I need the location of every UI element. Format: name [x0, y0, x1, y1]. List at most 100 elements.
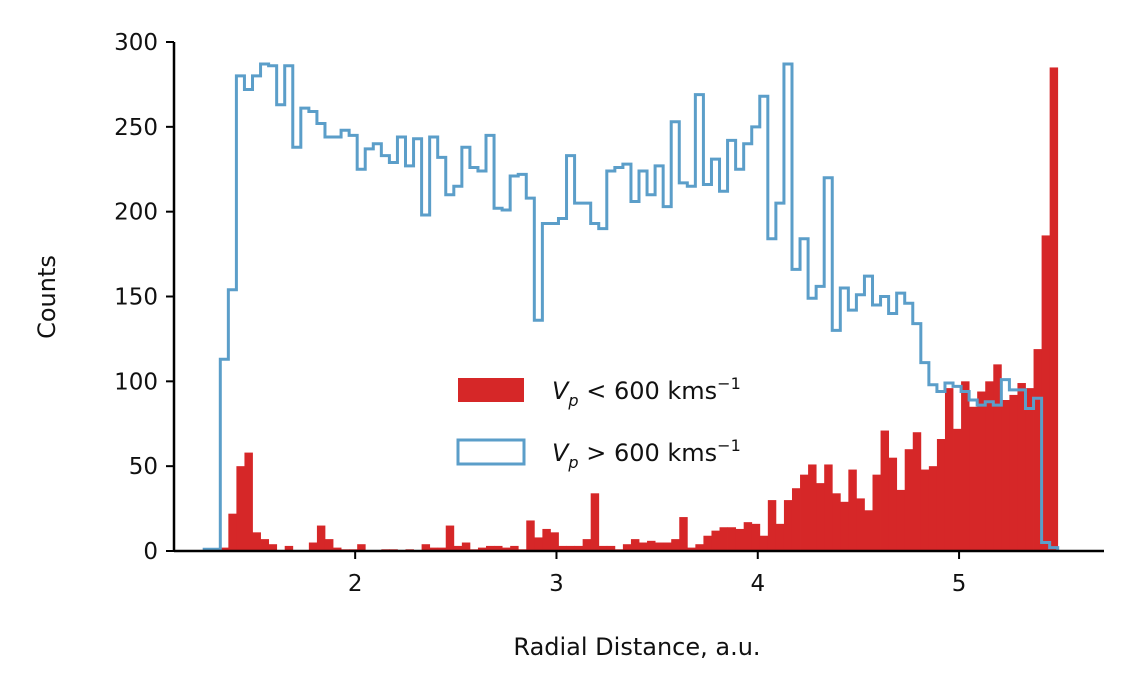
bar-red — [236, 466, 245, 551]
bar-red — [647, 540, 656, 551]
bar-red — [840, 501, 849, 551]
bar-red — [1009, 394, 1018, 551]
bar-red — [598, 545, 608, 551]
bar-red — [912, 432, 922, 551]
bar-red — [695, 544, 704, 551]
bar-red — [486, 545, 495, 551]
bar-red — [791, 488, 801, 551]
bar-red — [260, 539, 270, 551]
y-tick-label: 300 — [114, 30, 158, 56]
bar-red — [534, 537, 543, 551]
bar-red — [783, 500, 793, 551]
bar-red — [324, 539, 334, 551]
blue-step-outline — [202, 62, 1060, 551]
bar-red — [735, 528, 745, 551]
bar-red — [1041, 235, 1051, 552]
bar-red — [961, 381, 970, 551]
y-tick-label: 200 — [114, 200, 158, 226]
bar-red — [228, 513, 237, 551]
bar-red — [220, 547, 229, 551]
bar-red — [775, 523, 785, 551]
bar-red — [936, 439, 946, 551]
bar-red — [1017, 383, 1026, 551]
bar-red — [502, 547, 511, 551]
legend-label-red: Vp < 600 kms−1 — [552, 374, 741, 410]
bar-red — [816, 483, 825, 551]
bar-red — [888, 457, 898, 551]
bar-red — [622, 544, 632, 551]
bar-red — [953, 428, 962, 551]
bar-red — [864, 510, 873, 551]
bar-red — [808, 464, 817, 551]
x-axis-title: Radial Distance, a.u. — [513, 633, 760, 661]
y-tick-label: 250 — [114, 115, 158, 141]
x-ticks: 2 3 4 5 — [348, 551, 966, 597]
bar-red — [268, 544, 278, 551]
bar-red — [1049, 67, 1059, 551]
y-axis-title: Counts — [33, 255, 61, 339]
bar-red — [993, 364, 1002, 551]
legend-label-blue: Vp > 600 kms−1 — [552, 436, 741, 472]
bar-red — [421, 544, 431, 551]
bar-red — [904, 449, 914, 551]
legend-swatch-red — [458, 378, 524, 402]
bar-red — [333, 547, 342, 551]
bar-red — [429, 547, 439, 551]
bar-red — [461, 542, 471, 551]
bar-red — [1025, 388, 1034, 551]
bar-red — [880, 430, 890, 551]
bar-red — [316, 525, 326, 551]
y-tick-label: 50 — [129, 454, 158, 480]
bar-red — [574, 545, 584, 551]
x-tick-label: 2 — [348, 571, 363, 597]
bar-red — [985, 381, 994, 551]
bar-red — [896, 489, 906, 551]
bar-red — [824, 464, 833, 551]
bar-red — [928, 466, 938, 551]
bar-red — [566, 545, 575, 551]
bar-red — [639, 542, 648, 551]
y-tick-label: 150 — [114, 285, 158, 311]
bar-red — [510, 545, 519, 551]
bar-red — [969, 406, 978, 551]
bar-red — [872, 474, 881, 551]
bar-red — [590, 493, 600, 551]
bar-red — [751, 523, 761, 551]
bar-red — [727, 527, 737, 551]
bar-red — [244, 452, 253, 551]
bar-red — [558, 545, 567, 551]
bar-red — [630, 539, 640, 551]
bar-red — [719, 527, 728, 551]
x-tick-label: 4 — [750, 571, 765, 597]
x-tick-label: 3 — [549, 571, 564, 597]
y-tick-label: 100 — [114, 369, 158, 395]
bar-red — [445, 525, 455, 551]
bar-red — [743, 522, 753, 551]
bar-red — [582, 539, 592, 551]
legend-swatch-blue — [456, 438, 526, 466]
bar-red — [494, 545, 503, 551]
legend: Vp < 600 kms−1 Vp > 600 kms−1 — [456, 374, 741, 472]
bar-red — [542, 528, 551, 551]
bar-red — [437, 547, 447, 551]
bar-red — [711, 530, 720, 551]
bar-red — [856, 498, 865, 551]
bar-red — [767, 500, 777, 551]
bar-red — [848, 469, 857, 551]
bar-red — [1033, 349, 1042, 551]
bar-red — [832, 493, 841, 551]
bar-red — [606, 545, 616, 551]
bar-red — [308, 542, 318, 551]
bar-red — [526, 520, 535, 551]
bar-red — [703, 535, 712, 551]
bar-red — [550, 532, 559, 551]
y-ticks: 0 50 100 150 200 250 300 — [114, 30, 174, 565]
bar-red — [687, 547, 696, 551]
bar-red — [252, 532, 261, 551]
red-bars — [220, 67, 1059, 552]
bar-red — [679, 517, 688, 551]
bar-red — [453, 545, 463, 551]
bar-red — [759, 535, 769, 551]
bar-red — [357, 544, 366, 551]
